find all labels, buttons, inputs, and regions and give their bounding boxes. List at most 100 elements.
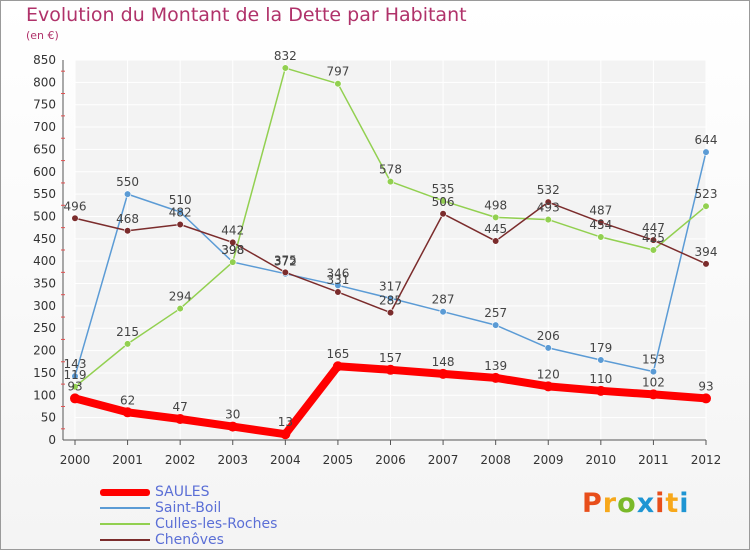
data-label: 372 [274,255,297,269]
logo-letter: i [655,488,666,519]
data-point [544,216,552,224]
data-label: 498 [484,198,507,212]
data-point [597,233,605,241]
data-label: 832 [274,49,297,63]
data-label: 143 [64,357,87,371]
data-label: 532 [537,183,560,197]
data-point [492,321,500,329]
data-label: 496 [64,199,87,213]
legend-item-culles-les-roches: Culles-les-Roches [100,516,277,532]
data-point [334,80,342,88]
data-point [71,214,79,222]
data-label: 93 [698,379,713,393]
y-tick-label: 50 [41,411,56,425]
data-point [438,368,449,379]
data-point [649,236,658,244]
y-tick-label: 250 [33,321,56,335]
grid [74,59,707,441]
data-label: 120 [537,367,560,381]
x-tick-label: 2005 [323,453,354,467]
data-label: 331 [326,273,349,287]
x-tick-label: 2006 [375,453,406,467]
data-label: 510 [169,193,192,207]
x-tick-label: 2008 [480,453,511,467]
data-label: 110 [589,372,612,386]
x-tick-label: 2004 [270,453,301,467]
logo-letter: t [665,488,680,519]
proxiti-logo: Proxiti [582,488,690,519]
y-tick-label: 400 [33,254,56,268]
y-tick-label: 100 [33,388,56,402]
y-tick-label: 600 [33,165,56,179]
y-tick-label: 750 [33,98,56,112]
data-label: 468 [116,212,139,226]
data-point [597,356,605,364]
data-label: 62 [120,393,135,407]
logo-letter: x [636,488,656,519]
chart-title: Evolution du Montant de la Dette par Hab… [26,4,467,26]
data-label: 30 [225,408,240,422]
data-label: 523 [695,187,718,201]
data-label: 454 [589,218,612,232]
data-point [439,308,447,316]
data-label: 425 [642,231,665,245]
data-point [332,361,343,372]
data-point [176,208,184,216]
data-point [176,304,184,313]
data-point [649,246,658,254]
data-point [176,220,184,229]
data-label: 447 [642,221,665,235]
data-label: 535 [432,182,455,196]
legend-swatch-chenoves [100,539,150,541]
data-point [385,364,396,375]
legend-swatch-saint-boil [100,507,150,509]
data-label: 13 [278,415,293,429]
data-point [544,344,552,352]
data-label: 442 [221,223,244,237]
data-label: 179 [589,341,612,355]
y-tick-label: 850 [33,53,56,67]
y-tick-label: 450 [33,232,56,246]
legend-item-saules: SAULES [100,484,277,500]
chart-subtitle: (en €) [26,29,59,42]
data-point [123,227,132,235]
data-point [280,429,291,440]
data-point [492,237,500,245]
logo-letter: o [617,488,637,519]
data-label: 93 [67,379,82,393]
data-label: 398 [221,243,244,257]
y-tick-label: 650 [33,142,56,156]
legend-label-saules: SAULES [155,484,210,500]
x-tick-label: 2003 [217,453,248,467]
data-point [386,294,395,302]
legend-label-chenoves: Chenôves [155,532,224,548]
data-label: 102 [642,375,665,389]
x-tick-label: 2012 [691,453,722,467]
data-point [229,238,237,246]
data-label: 797 [326,65,349,79]
data-point [281,64,289,72]
data-point [123,190,132,198]
data-point [543,381,554,392]
x-tick-label: 2011 [638,453,669,467]
data-point [439,210,447,218]
y-tick-label: 350 [33,277,56,291]
data-point [227,421,238,432]
data-label: 294 [169,290,192,304]
data-label: 445 [484,222,507,236]
data-labels: 143 550 510 398 372 346 317 287 257 206 179 153 644 1… [64,49,718,429]
data-point [334,288,342,296]
data-label: 317 [379,279,402,293]
logo-letter: i [679,488,690,519]
y-tick-label: 500 [33,209,56,223]
y-tick-label: 300 [33,299,56,313]
data-label: 47 [173,400,188,414]
data-point [702,148,710,156]
data-label: 487 [589,203,612,217]
data-point [123,340,132,348]
x-tick-label: 2009 [533,453,564,467]
data-label: 157 [379,351,402,365]
legend-item-chenoves: Chenôves [100,532,277,548]
data-label: 493 [537,201,560,215]
